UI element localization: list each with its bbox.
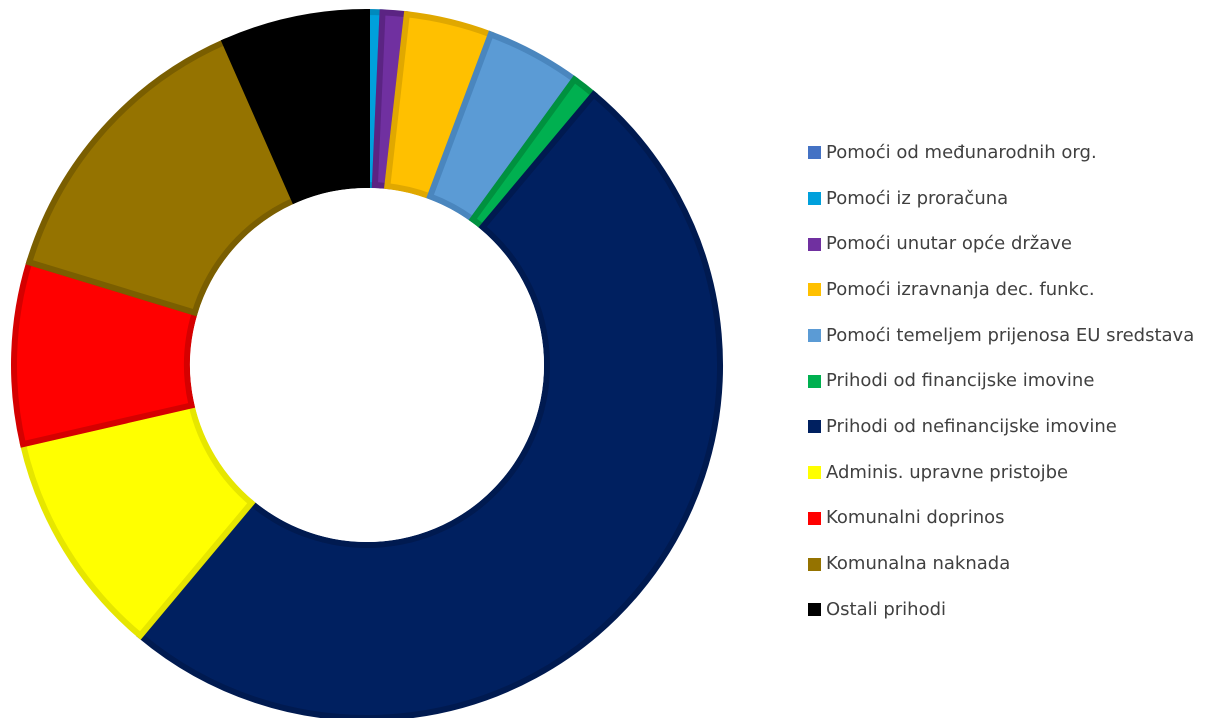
donut-slice-9 [25,37,299,317]
legend-swatch [808,192,821,206]
legend-swatch [808,146,821,160]
legend-swatch [808,329,821,343]
legend-item: Pomoći unutar opće države [808,221,1228,267]
legend-label: Pomoći od međunarodnih org. [826,141,1097,163]
legend-item: Prihodi od nefinancijske imovine [808,404,1228,450]
legend-label: Ostali prihodi [826,598,947,620]
legend-label: Pomoći izravnanja dec. funkc. [826,278,1095,300]
legend-item: Pomoći od međunarodnih org. [808,130,1228,176]
legend-swatch [808,420,821,434]
legend-item: Pomoći iz proračuna [808,176,1228,222]
legend-item: Adminis. upravne pristojbe [808,450,1228,496]
donut-slice-10 [220,8,370,205]
legend-label: Adminis. upravne pristojbe [826,461,1069,483]
legend-item: Komunalni doprinos [808,496,1228,542]
legend-swatch [808,466,821,480]
legend-item: Komunalna naknada [808,541,1228,587]
donut-slice-6 [136,90,723,718]
legend-label: Pomoći unutar opće države [826,233,1072,255]
legend-swatch [808,283,821,297]
legend-label: Pomoći temeljem prijenosa EU sredstava [826,324,1195,346]
legend-label: Pomoći iz proračuna [826,187,1009,209]
legend-label: Prihodi od nefinancijske imovine [826,415,1117,437]
legend-label: Komunalni doprinos [826,507,1005,529]
legend-label: Prihodi od financijske imovine [826,370,1095,392]
chart-legend: Pomoći od međunarodnih org. Pomoći iz pro… [808,130,1228,633]
legend-label: Komunalna naknada [826,553,1011,575]
legend-swatch [808,603,821,617]
legend-item: Prihodi od financijske imovine [808,358,1228,404]
legend-item: Pomoći izravnanja dec. funkc. [808,267,1228,313]
legend-swatch [808,237,821,251]
legend-swatch [808,557,821,571]
legend-swatch [808,511,821,525]
legend-item: Ostali prihodi [808,587,1228,633]
legend-item: Pomoći temeljem prijenosa EU sredstava [808,313,1228,359]
legend-swatch [808,374,821,388]
donut-hole [190,188,544,542]
donut-plot [11,8,723,718]
